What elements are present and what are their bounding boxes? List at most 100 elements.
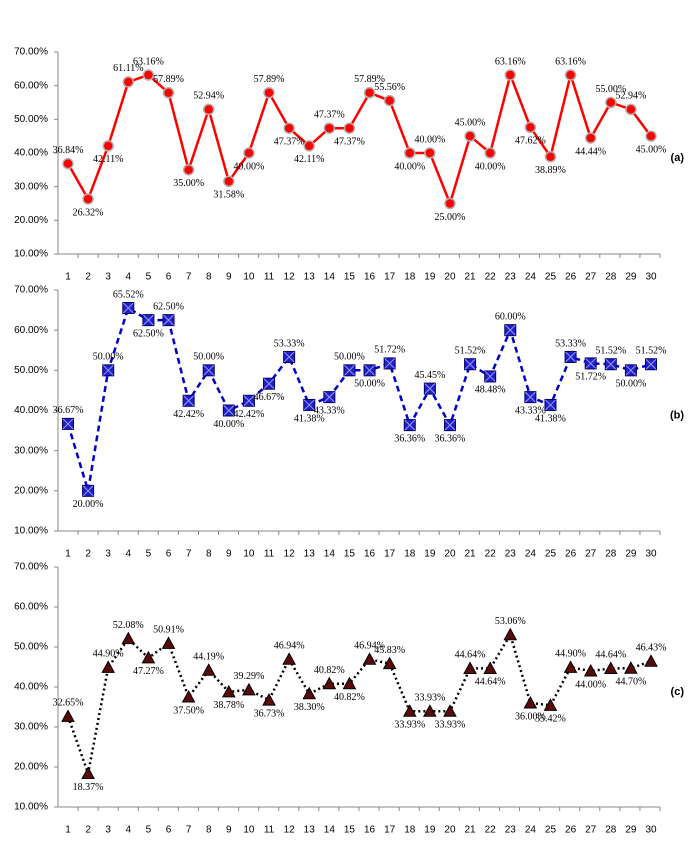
x-tick-label: 19	[424, 825, 436, 836]
value-label: 44.64%	[455, 650, 486, 661]
x-tick-label: 5	[146, 825, 152, 836]
marker-cross	[484, 371, 496, 382]
value-label: 50.00%	[334, 352, 365, 363]
x-tick-label: 29	[625, 549, 637, 560]
marker	[122, 76, 135, 88]
x-tick-label: 9	[226, 825, 232, 836]
x-tick-label: 16	[364, 825, 376, 836]
marker-cross	[444, 419, 456, 431]
marker-cross	[102, 364, 114, 376]
marker-cross	[344, 364, 355, 376]
marker	[605, 96, 617, 109]
y-tick-label: 30.00%	[14, 722, 48, 733]
value-label: 40.82%	[334, 692, 365, 703]
marker	[523, 695, 538, 709]
value-label: 42.42%	[173, 409, 204, 420]
y-tick-label: 70.00%	[14, 562, 48, 573]
x-tick-label: 19	[424, 549, 436, 560]
x-tick-label: 18	[404, 825, 416, 836]
marker	[323, 122, 336, 134]
y-tick-label: 40.00%	[14, 682, 48, 693]
y-tick-label: 50.00%	[14, 114, 48, 125]
marker	[544, 150, 557, 163]
value-label: 40.00%	[414, 134, 445, 145]
value-label: 44.64%	[475, 677, 506, 688]
x-tick-label: 3	[105, 825, 111, 836]
value-label: 52.08%	[113, 620, 144, 631]
value-label: 50.00%	[93, 352, 124, 363]
x-tick-label: 22	[485, 825, 497, 836]
marker	[61, 709, 75, 722]
marker	[101, 660, 116, 673]
marker	[221, 684, 236, 698]
x-tick-label: 17	[384, 549, 396, 560]
marker	[263, 87, 275, 99]
marker-cross	[545, 399, 556, 411]
x-tick-label: 3	[105, 549, 111, 560]
x-tick-label: 24	[525, 272, 537, 283]
x-tick-label: 10	[243, 272, 255, 283]
x-tick-label: 23	[505, 272, 517, 283]
marker	[464, 130, 476, 142]
x-tick-label: 25	[545, 825, 557, 836]
value-label: 53.33%	[274, 338, 305, 349]
x-tick-label: 28	[605, 272, 617, 283]
marker-cross	[645, 358, 657, 370]
marker-cross	[203, 364, 215, 376]
value-label: 31.58%	[213, 190, 244, 201]
marker	[625, 103, 637, 116]
x-tick-label: 26	[565, 825, 577, 836]
x-tick-label: 4	[126, 549, 132, 560]
value-label: 18.37%	[73, 782, 104, 793]
marker	[302, 686, 317, 700]
y-tick-label: 50.00%	[14, 365, 48, 376]
marker-cross	[62, 418, 74, 430]
value-label: 20.00%	[73, 499, 104, 510]
marker	[524, 121, 537, 134]
marker	[202, 103, 215, 116]
x-tick-label: 4	[126, 272, 132, 283]
x-tick-label: 12	[284, 272, 296, 283]
marker	[162, 87, 175, 99]
x-tick-label: 21	[465, 549, 477, 560]
marker	[303, 140, 315, 152]
value-label: 36.67%	[53, 405, 84, 416]
value-label: 44.44%	[575, 146, 606, 157]
value-label: 33.93%	[414, 693, 445, 704]
marker	[564, 69, 577, 81]
y-tick-label: 60.00%	[14, 602, 48, 613]
value-label: 47.37%	[274, 136, 305, 147]
y-tick-label: 40.00%	[14, 148, 48, 159]
value-label: 57.89%	[254, 74, 285, 85]
x-tick-label: 18	[404, 549, 416, 560]
value-label: 63.16%	[133, 56, 164, 67]
marker	[181, 689, 196, 703]
value-label: 57.89%	[153, 74, 184, 85]
x-tick-label: 20	[444, 825, 456, 836]
marker-cross	[384, 358, 396, 369]
marker	[583, 663, 598, 677]
x-tick-label: 26	[565, 272, 577, 283]
x-tick-label: 2	[85, 549, 91, 560]
value-label: 40.00%	[234, 161, 265, 172]
x-tick-label: 13	[304, 825, 316, 836]
value-label: 50.00%	[193, 352, 224, 363]
x-tick-label: 27	[585, 272, 597, 283]
value-label: 43.33%	[314, 405, 345, 416]
marker-cross	[183, 395, 194, 407]
y-tick-label: 10.00%	[14, 249, 48, 260]
marker	[161, 636, 176, 649]
value-label: 48.48%	[475, 385, 506, 396]
value-label: 45.00%	[636, 144, 667, 155]
value-label: 46.67%	[254, 392, 285, 403]
y-tick-label: 70.00%	[14, 47, 48, 58]
value-label: 43.33%	[515, 405, 546, 416]
x-tick-label: 21	[465, 825, 477, 836]
marker	[444, 197, 456, 210]
panel-label: (c)	[671, 686, 685, 698]
marker	[584, 132, 597, 144]
value-label: 46.94%	[274, 641, 305, 652]
marker	[644, 654, 658, 667]
y-tick-label: 40.00%	[14, 405, 48, 416]
value-label: 46.94%	[354, 641, 385, 652]
